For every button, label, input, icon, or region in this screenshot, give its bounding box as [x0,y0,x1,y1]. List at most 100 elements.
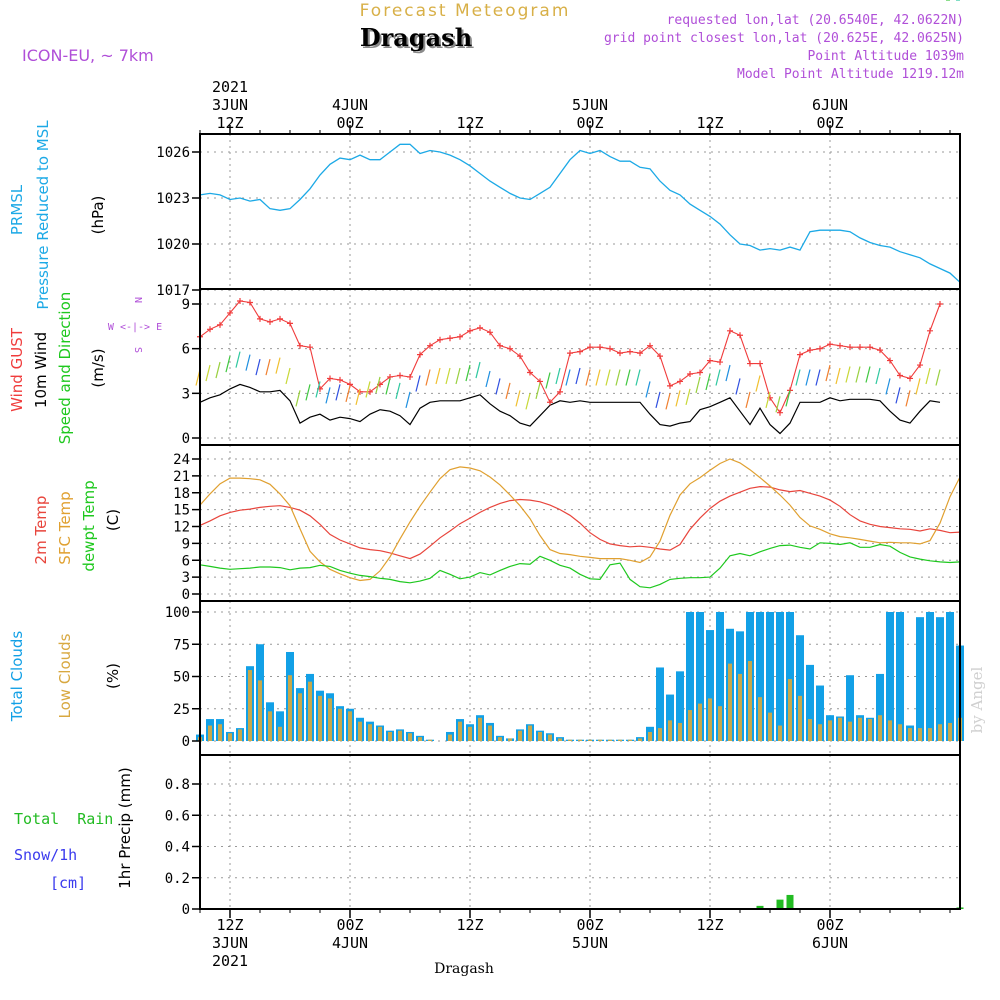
wind-direction-arrow [645,381,651,398]
low-cloud-bar [728,663,732,741]
ms-unit-label: (m/s) [89,348,107,387]
cloud-panel-labels: Total Clouds Low Clouds (%) [8,631,122,723]
low-cloud-bar [818,724,822,741]
wind-direction-arrow [765,391,771,408]
low-cloud-bar [858,717,862,741]
low-cloud-bar [808,719,812,741]
wind-direction-arrow [275,357,281,374]
gust-marker [817,345,823,352]
gust-marker [877,347,883,354]
low-cloud-bar [758,697,762,741]
total-cloud-bar [886,612,894,741]
low-cloud-bar [368,724,372,741]
low-cloud-bar [798,695,802,741]
wind-direction-arrow [395,382,401,400]
location-title: Dragash [360,23,472,52]
wind-direction-arrow [215,361,221,379]
top-time-label: 4JUN [332,96,368,114]
10m-wind-label: 10m Wind [32,332,50,408]
gust-marker [777,409,783,416]
total-rain-label: Total Rain [14,810,113,828]
y-tick-label: 21 [173,469,190,485]
precip-unit-label: 1hr Precip (mm) [116,767,134,888]
y-tick-label: 15 [173,503,190,519]
gust-marker [937,301,943,307]
total-cloud-bar [716,612,724,741]
gust-marker [477,324,483,331]
wind-direction-arrow [475,361,481,379]
location-title-shadow: Dragash [362,25,474,54]
low-cloud-bar [708,698,712,741]
y-tick-label: 9 [182,536,190,552]
gust-marker [857,344,863,351]
low-cloud-bar [948,722,952,741]
gust-marker [907,375,913,382]
wind-direction-arrow [675,390,681,407]
low-cloud-bar [718,706,722,741]
top-time-label: 12Z [696,114,723,132]
low-cloud-bar [768,712,772,741]
low-cloud-bar [218,724,222,741]
pressure-reduced-label: Pressure Reduced to MSL [34,120,52,310]
wind-direction-arrow [435,367,441,385]
low-cloud-bar [478,717,482,741]
total-cloud-bar [796,635,804,741]
low-cloud-bar [328,698,332,741]
total-cloud-bar [686,612,694,741]
rain-bar [756,905,764,909]
bottom-time-label: 6JUN [812,934,848,952]
y-tick-label: 3 [182,570,190,586]
y-tick-label: 18 [173,486,190,502]
panel-frame-pressure [199,133,961,290]
wind-direction-arrow [295,390,301,407]
wind-direction-arrow [905,390,911,407]
wind-direction-arrow [745,391,751,408]
low-cloud-bar [638,738,642,741]
bottom-time-label: 00Z [816,916,843,934]
pressure-panel [199,143,961,283]
gust-marker [757,360,763,367]
low-cloud-bar [608,739,612,741]
total-cloud-bar [876,673,884,741]
low-cloud-bar [668,720,672,741]
temperature-panel [199,458,961,589]
low-cloud-bar [688,710,692,741]
gust-marker [797,351,803,358]
gust-marker [487,329,493,336]
low-cloud-bar [418,737,422,741]
gust-marker [727,327,733,334]
low-cloud-bar [658,728,662,741]
wind-direction-arrow [595,369,601,386]
bottom-time-label: 5JUN [572,934,608,952]
pressure-panel-labels: PRMSL Pressure Reduced to MSL (hPa) [8,120,107,310]
low-cloud-bar [878,715,882,741]
wind-direction-arrow [875,367,881,385]
compass-n: N [132,297,143,303]
bottom-time-label: 12Z [456,916,483,934]
wind-direction-arrow [305,384,311,401]
top-time-label: 00Z [576,114,603,132]
total-cloud-bar [896,612,904,741]
gust-marker [577,348,583,355]
wind-direction-arrow [525,393,531,410]
prmsl-line [199,143,961,283]
wind-direction-arrow [255,358,261,376]
gust-marker [547,399,553,406]
total-clouds-label: Total Clouds [8,631,26,723]
wind-direction-arrow [335,384,341,401]
wind-direction-arrow [705,373,711,391]
gust-marker [427,342,433,349]
gust-marker [257,315,263,322]
bottom-time-label: 12Z [696,916,723,934]
y-tick-label: 1017 [156,283,190,299]
model-label: ICON-EU, ~ 7km [22,46,154,65]
sfc-temp-line [199,458,961,582]
gust-marker [497,342,503,349]
wind-direction-arrow [885,378,891,395]
low-cloud-bar [648,731,652,741]
low-cloud-bar [288,675,292,741]
bottom-time-label: 12Z [216,916,243,934]
gust-marker [587,344,593,351]
gust-marker [247,299,253,306]
wind-direction-arrow [715,369,721,386]
